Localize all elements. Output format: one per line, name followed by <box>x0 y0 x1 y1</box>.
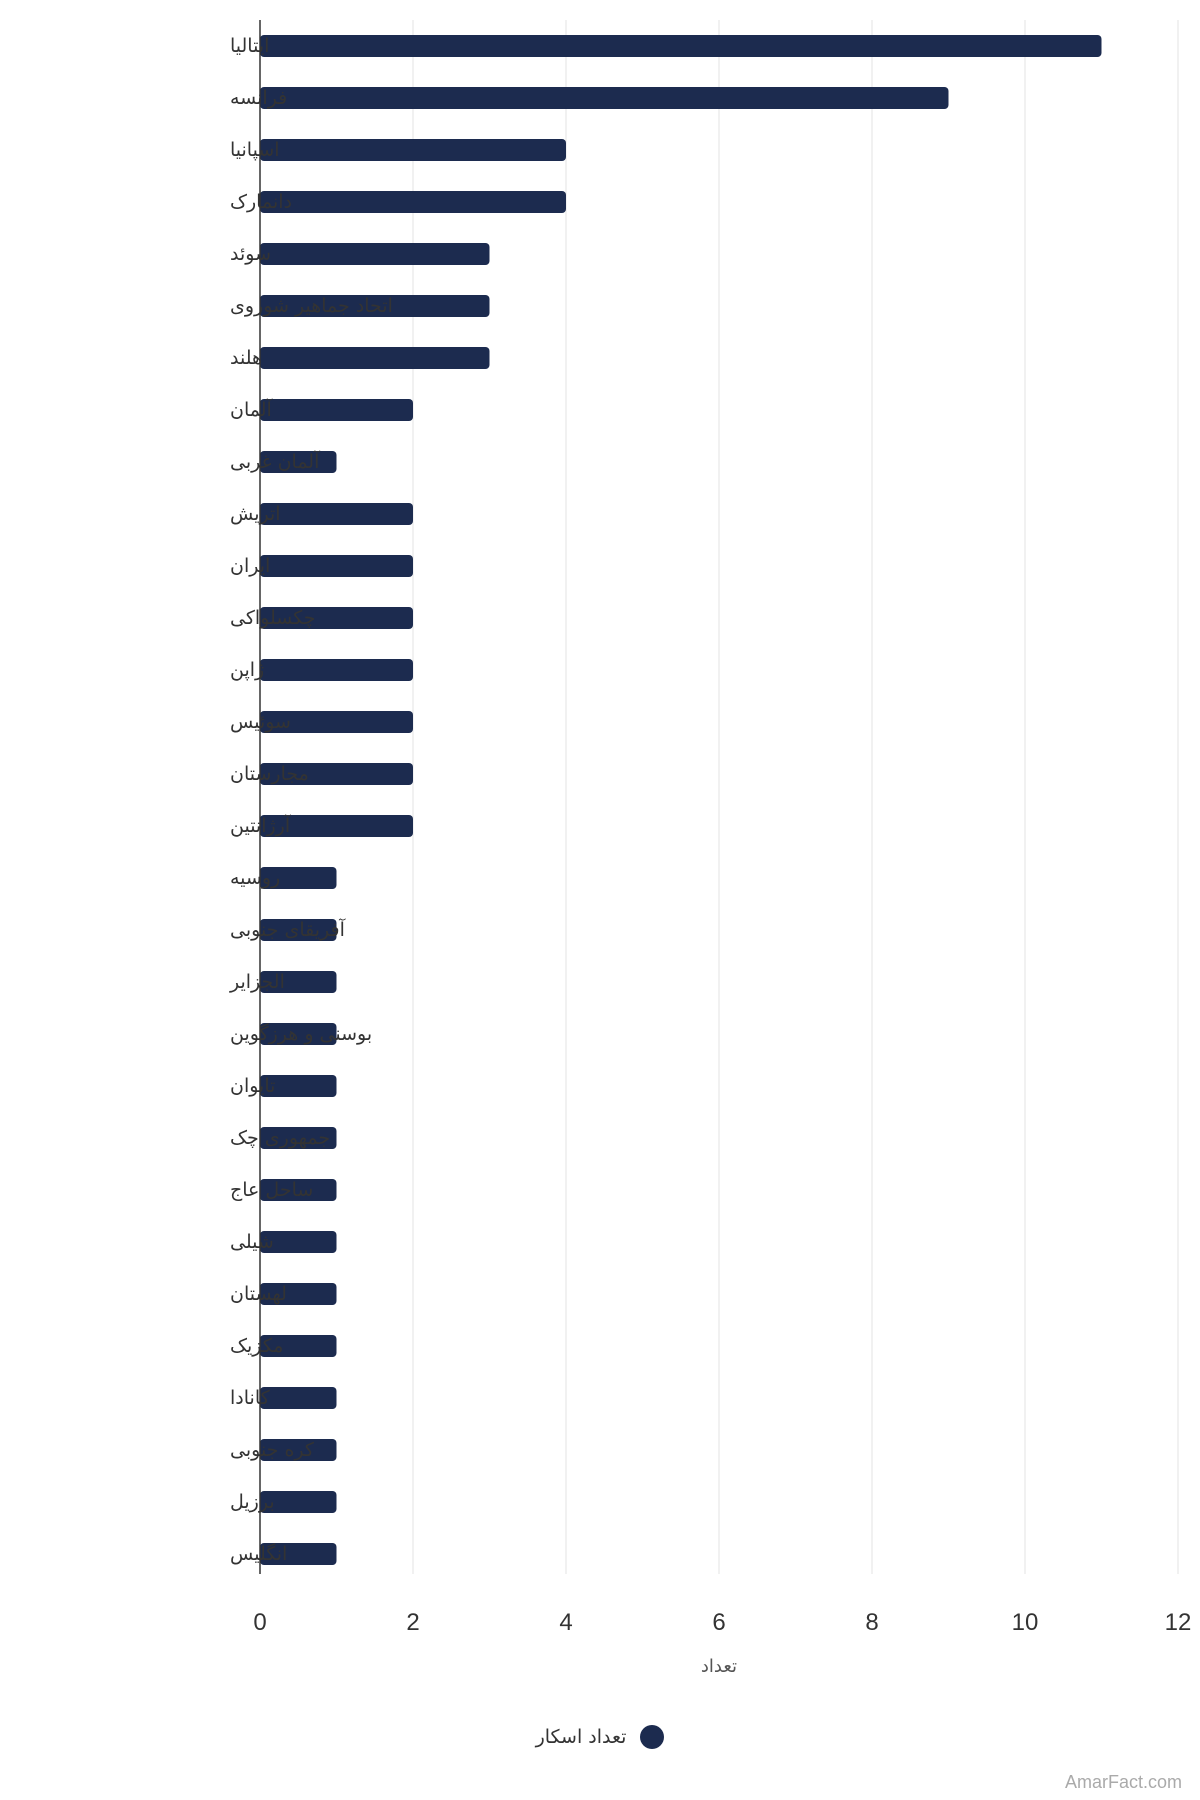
category-label: ساحل عاج <box>230 1179 313 1201</box>
bar <box>260 1491 337 1513</box>
bar <box>260 347 490 369</box>
category-label: ایران <box>230 555 270 577</box>
legend: تعداد اسکار <box>0 1717 1200 1757</box>
category-label: اسپانیا <box>230 139 280 161</box>
category-label: کره جنوبی <box>230 1439 315 1461</box>
bar <box>260 815 413 837</box>
category-label: لهستان <box>230 1283 287 1305</box>
bar <box>260 503 413 525</box>
legend-label: تعداد اسکار <box>535 1726 627 1748</box>
bar <box>260 1543 337 1565</box>
x-tick-label: 2 <box>406 1609 419 1636</box>
bar <box>260 1335 337 1357</box>
category-label: ایتالیا <box>230 35 269 57</box>
category-label: کانادا <box>230 1387 271 1409</box>
bars <box>260 35 1102 1565</box>
grid-lines <box>412 20 1179 1574</box>
bar <box>260 399 413 421</box>
category-label: آلمان <box>230 397 273 421</box>
bar <box>260 35 1102 57</box>
category-label: برزیل <box>230 1491 275 1513</box>
x-tick-label: 6 <box>712 1609 725 1636</box>
category-label: الجزایر <box>229 971 285 993</box>
category-label: مکزیک <box>230 1335 283 1357</box>
bar <box>260 87 949 109</box>
category-label: تایوان <box>230 1075 275 1097</box>
bar <box>260 971 337 993</box>
category-label: چکسلواکی <box>230 607 315 629</box>
x-axis-title: تعداد <box>701 1656 737 1677</box>
bar <box>260 295 490 317</box>
category-label: مجارستان <box>230 763 309 785</box>
bar <box>260 191 566 213</box>
category-label: آلمان غربی <box>230 449 320 473</box>
bar <box>260 867 337 889</box>
bar <box>260 1179 337 1201</box>
category-label: اتریش <box>230 503 281 525</box>
bar <box>260 139 566 161</box>
category-label: ژاپن <box>230 659 264 681</box>
bar <box>260 1023 337 1045</box>
category-label: جمهوری چک <box>230 1127 330 1149</box>
source-credit: AmarFact.com <box>1064 1772 1182 1792</box>
bar <box>260 1127 337 1149</box>
x-tick-label: 12 <box>1165 1609 1192 1636</box>
bar <box>260 711 413 733</box>
category-label: روسیه <box>230 867 280 889</box>
x-tick-label: 8 <box>865 1609 878 1636</box>
category-label: سوئد <box>230 243 271 265</box>
legend-swatch <box>640 1725 665 1749</box>
bar <box>260 659 413 681</box>
category-labels: ایتالیا فرانسه اسپانیا دانمارک سوئد اتحاد جما… <box>229 35 393 1565</box>
bar <box>260 1231 337 1253</box>
category-label: فرانسه <box>230 87 287 109</box>
x-axis-ticks: 0 2 4 6 8 10 12 <box>253 1609 1191 1636</box>
category-label: انگلیس <box>230 1542 287 1565</box>
x-tick-label: 10 <box>1012 1609 1039 1636</box>
bar <box>260 607 413 629</box>
category-label: هلند <box>230 347 262 369</box>
bar <box>260 919 337 941</box>
bar <box>260 1439 337 1461</box>
category-label: بوسنی و هرزگوین <box>230 1022 372 1045</box>
bar <box>260 763 413 785</box>
bar <box>260 1075 337 1097</box>
category-label: اتحاد جماهیر شوروی <box>230 295 393 317</box>
bar <box>260 555 413 577</box>
bar <box>260 243 490 265</box>
bar <box>260 1283 337 1305</box>
bar <box>260 1387 337 1409</box>
category-label: آفریقای جنوبی <box>230 917 346 941</box>
x-tick-label: 0 <box>253 1609 266 1636</box>
category-label: دانمارک <box>230 191 292 213</box>
category-label: شیلی <box>230 1231 274 1253</box>
x-tick-label: 4 <box>559 1609 572 1636</box>
bar <box>260 451 337 473</box>
